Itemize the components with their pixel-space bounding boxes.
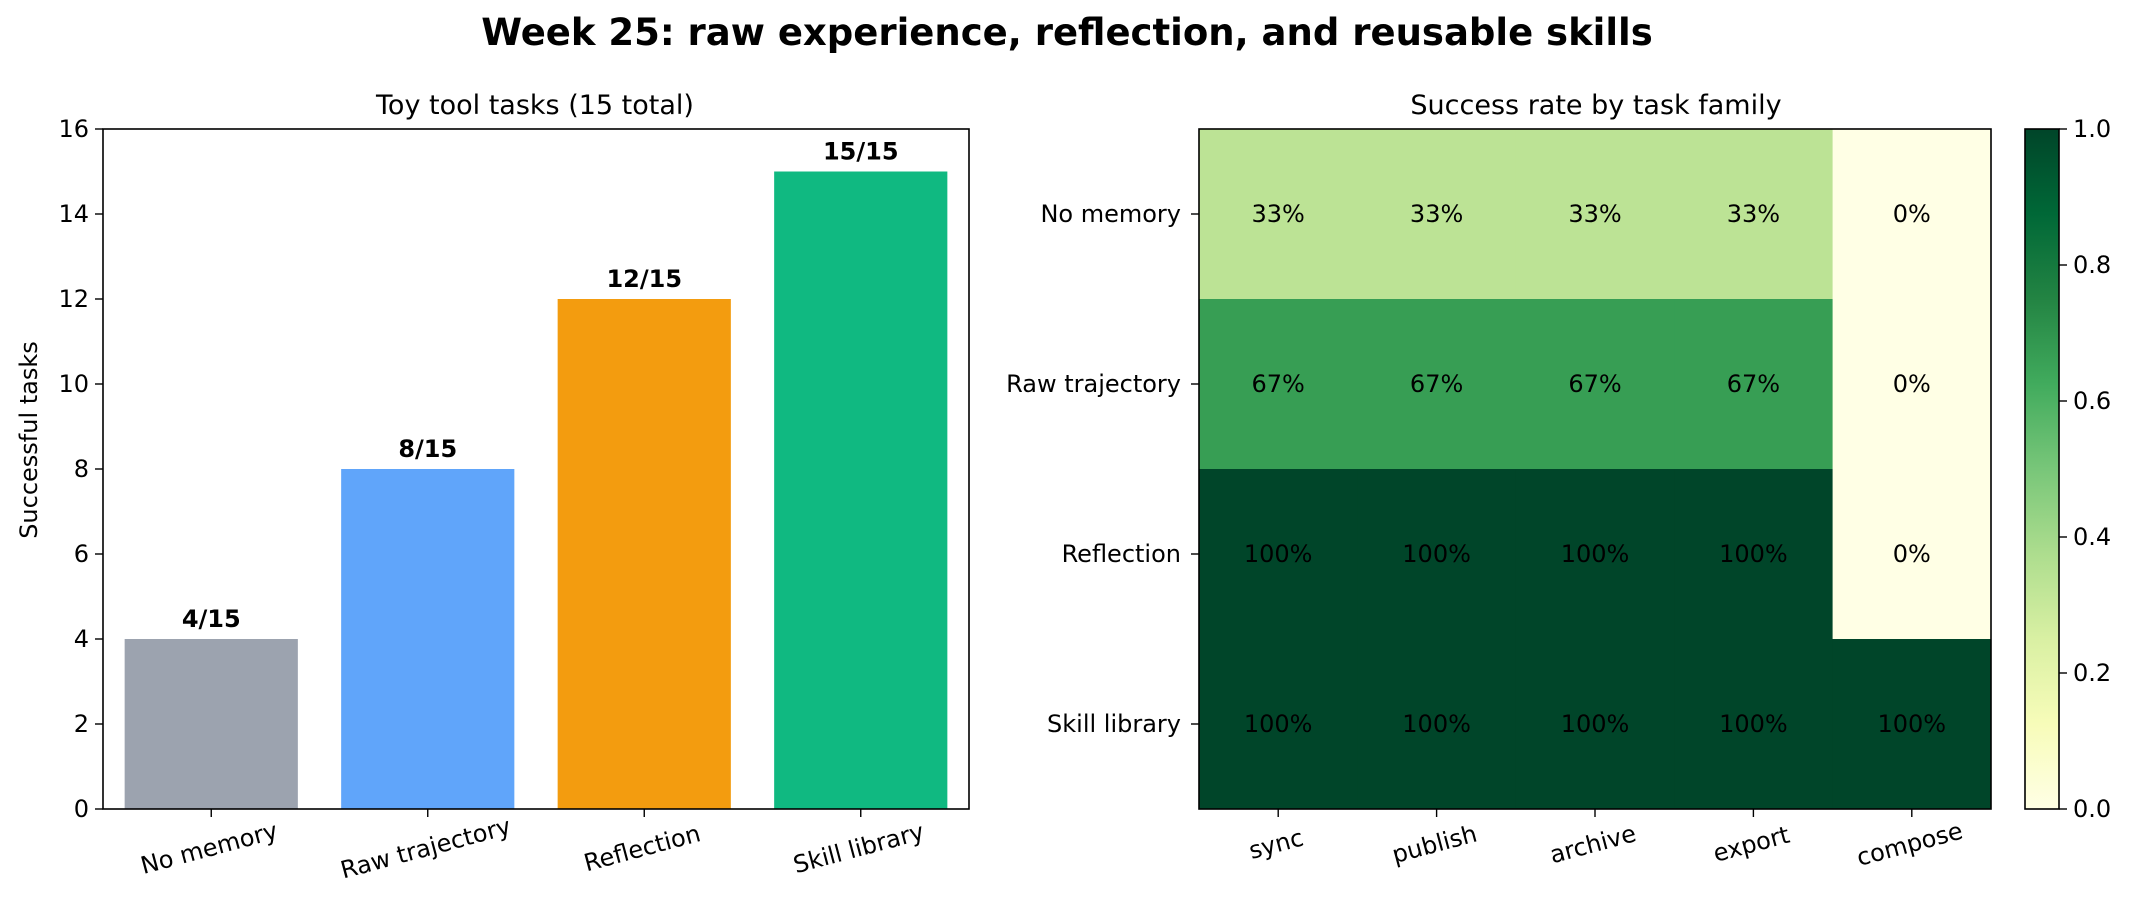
- heatmap-cell: [1357, 639, 1517, 810]
- heatmap-cell: [1199, 129, 1358, 300]
- heatmap-cell-label: 100%: [1719, 540, 1788, 568]
- heatmap-cell-label: 67%: [1252, 370, 1305, 398]
- heatmap-cell-label: 100%: [1561, 540, 1630, 568]
- heatmap-cell-label: 100%: [1719, 710, 1788, 738]
- bar-y-tick-label: 14: [58, 200, 89, 228]
- heatmap-y-tick-label: Reflection: [1062, 540, 1181, 568]
- heatmap-cell: [1832, 639, 1992, 810]
- heatmap-cell: [1674, 129, 1834, 300]
- heatmap-y-tick-label: Skill library: [1047, 710, 1181, 738]
- heatmap-cell: [1515, 639, 1675, 810]
- bar: [774, 171, 948, 809]
- bar-y-tick-label: 10: [58, 370, 89, 398]
- heatmap-cell: [1674, 299, 1834, 470]
- colorbar-gradient: [2024, 128, 2060, 810]
- heatmap-x-tick-label: sync: [1246, 824, 1306, 865]
- bar-y-tick-label: 12: [58, 285, 89, 313]
- heatmap-cell: [1199, 639, 1358, 810]
- bar: [557, 299, 731, 809]
- bar-y-tick-label: 6: [74, 540, 89, 568]
- bar: [341, 469, 515, 809]
- bar-y-axis: 0 2 4 6 8 10 12 14 16: [58, 115, 103, 823]
- heatmap-x-tick-label: compose: [1854, 817, 1966, 872]
- bar-y-tick-label: 8: [74, 455, 89, 483]
- colorbar-tick-label: 0.0: [2073, 795, 2111, 823]
- heatmap-cells: 33% 33% 33% 33% 0% 67% 67% 67% 67% 0% 100% 100% 100%…: [1199, 129, 1992, 810]
- bar-x-tick-label: Reflection: [581, 819, 704, 877]
- heatmap-x-axis: sync publish archive export compose: [1246, 809, 1966, 872]
- colorbar-ticks: 0.0 0.2 0.4 0.6 0.8 1.0: [2059, 115, 2111, 823]
- figure-title: Week 25: raw experience, reflection, and…: [481, 11, 1653, 54]
- colorbar: 0.0 0.2 0.4 0.6 0.8 1.0: [2024, 115, 2111, 823]
- heatmap-cell-label: 67%: [1568, 370, 1621, 398]
- heatmap-cell-label: 0%: [1893, 370, 1931, 398]
- heatmap-cell-label: 100%: [1402, 710, 1471, 738]
- bar-x-tick-label: Raw trajectory: [338, 812, 514, 884]
- bar-x-tick-label: No memory: [138, 817, 281, 880]
- bar: [124, 639, 298, 809]
- heatmap-x-tick-label: archive: [1547, 819, 1639, 869]
- bar-chart-title: Toy tool tasks (15 total): [375, 90, 694, 121]
- colorbar-tick-label: 0.4: [2073, 523, 2111, 551]
- heatmap-y-axis: No memory Raw trajectory Reflection Skill l…: [1006, 200, 1199, 738]
- heatmap-cell: [1832, 299, 1992, 470]
- bar-data-label: 15/15: [823, 138, 899, 166]
- colorbar-tick-label: 0.2: [2073, 659, 2111, 687]
- heatmap-x-tick-label: export: [1710, 821, 1792, 868]
- bar-y-tick-label: 16: [58, 115, 89, 143]
- colorbar-tick-label: 0.6: [2073, 387, 2111, 415]
- heatmap-cell: [1515, 299, 1675, 470]
- bar-chart-y-axis-label: Successful tasks: [15, 341, 43, 539]
- heatmap-cell-label: 67%: [1410, 370, 1463, 398]
- heatmap-frame: [1198, 128, 1992, 810]
- bar-data-label: 12/15: [606, 265, 682, 293]
- bar-y-tick-label: 2: [74, 710, 89, 738]
- bar-axes-frame: [102, 128, 970, 810]
- heatmap-cell-label: 100%: [1402, 540, 1471, 568]
- heatmap-cell-label: 100%: [1877, 710, 1946, 738]
- bar-chart-panel: Toy tool tasks (15 total) Successful tas…: [15, 90, 970, 884]
- heatmap-cell: [1832, 129, 1992, 300]
- heatmap-y-tick-label: Raw trajectory: [1006, 370, 1181, 398]
- heatmap-cell: [1357, 299, 1517, 470]
- heatmap-cell: [1357, 129, 1517, 300]
- bar-y-tick-label: 0: [74, 795, 89, 823]
- bar-y-tick-label: 4: [74, 625, 89, 653]
- heatmap-panel: Success rate by task family 33% 33% 33% 33%…: [1006, 90, 1992, 872]
- heatmap-cell: [1515, 469, 1675, 640]
- heatmap-cell-label: 33%: [1410, 200, 1463, 228]
- heatmap-cell-label: 33%: [1568, 200, 1621, 228]
- heatmap-cell: [1199, 469, 1358, 640]
- heatmap-cell-label: 33%: [1252, 200, 1305, 228]
- bar-x-tick-label: Skill library: [790, 817, 927, 879]
- heatmap-title: Success rate by task family: [1410, 90, 1781, 121]
- bar-x-axis: No memory Raw trajectory Reflection Skill l…: [138, 809, 927, 884]
- heatmap-x-tick-label: publish: [1389, 820, 1480, 869]
- heatmap-cell-label: 0%: [1893, 200, 1931, 228]
- heatmap-y-tick-label: No memory: [1040, 200, 1181, 228]
- heatmap-cell-label: 100%: [1244, 540, 1313, 568]
- heatmap-cell: [1515, 129, 1675, 300]
- bar-series: 4/15 8/15 12/15 15/15: [124, 138, 948, 809]
- heatmap-cell: [1832, 469, 1992, 640]
- heatmap-cell: [1357, 469, 1517, 640]
- colorbar-tick-label: 0.8: [2073, 251, 2111, 279]
- heatmap-cell-label: 0%: [1893, 540, 1931, 568]
- heatmap-cell-label: 100%: [1561, 710, 1630, 738]
- heatmap-cell-label: 100%: [1244, 710, 1313, 738]
- heatmap-cell-label: 67%: [1727, 370, 1780, 398]
- heatmap-cell: [1674, 639, 1834, 810]
- heatmap-cell-label: 33%: [1727, 200, 1780, 228]
- colorbar-tick-label: 1.0: [2073, 115, 2111, 143]
- heatmap-cell: [1199, 299, 1358, 470]
- bar-data-label: 4/15: [182, 605, 241, 633]
- heatmap-cell: [1674, 469, 1834, 640]
- bar-data-label: 8/15: [398, 435, 457, 463]
